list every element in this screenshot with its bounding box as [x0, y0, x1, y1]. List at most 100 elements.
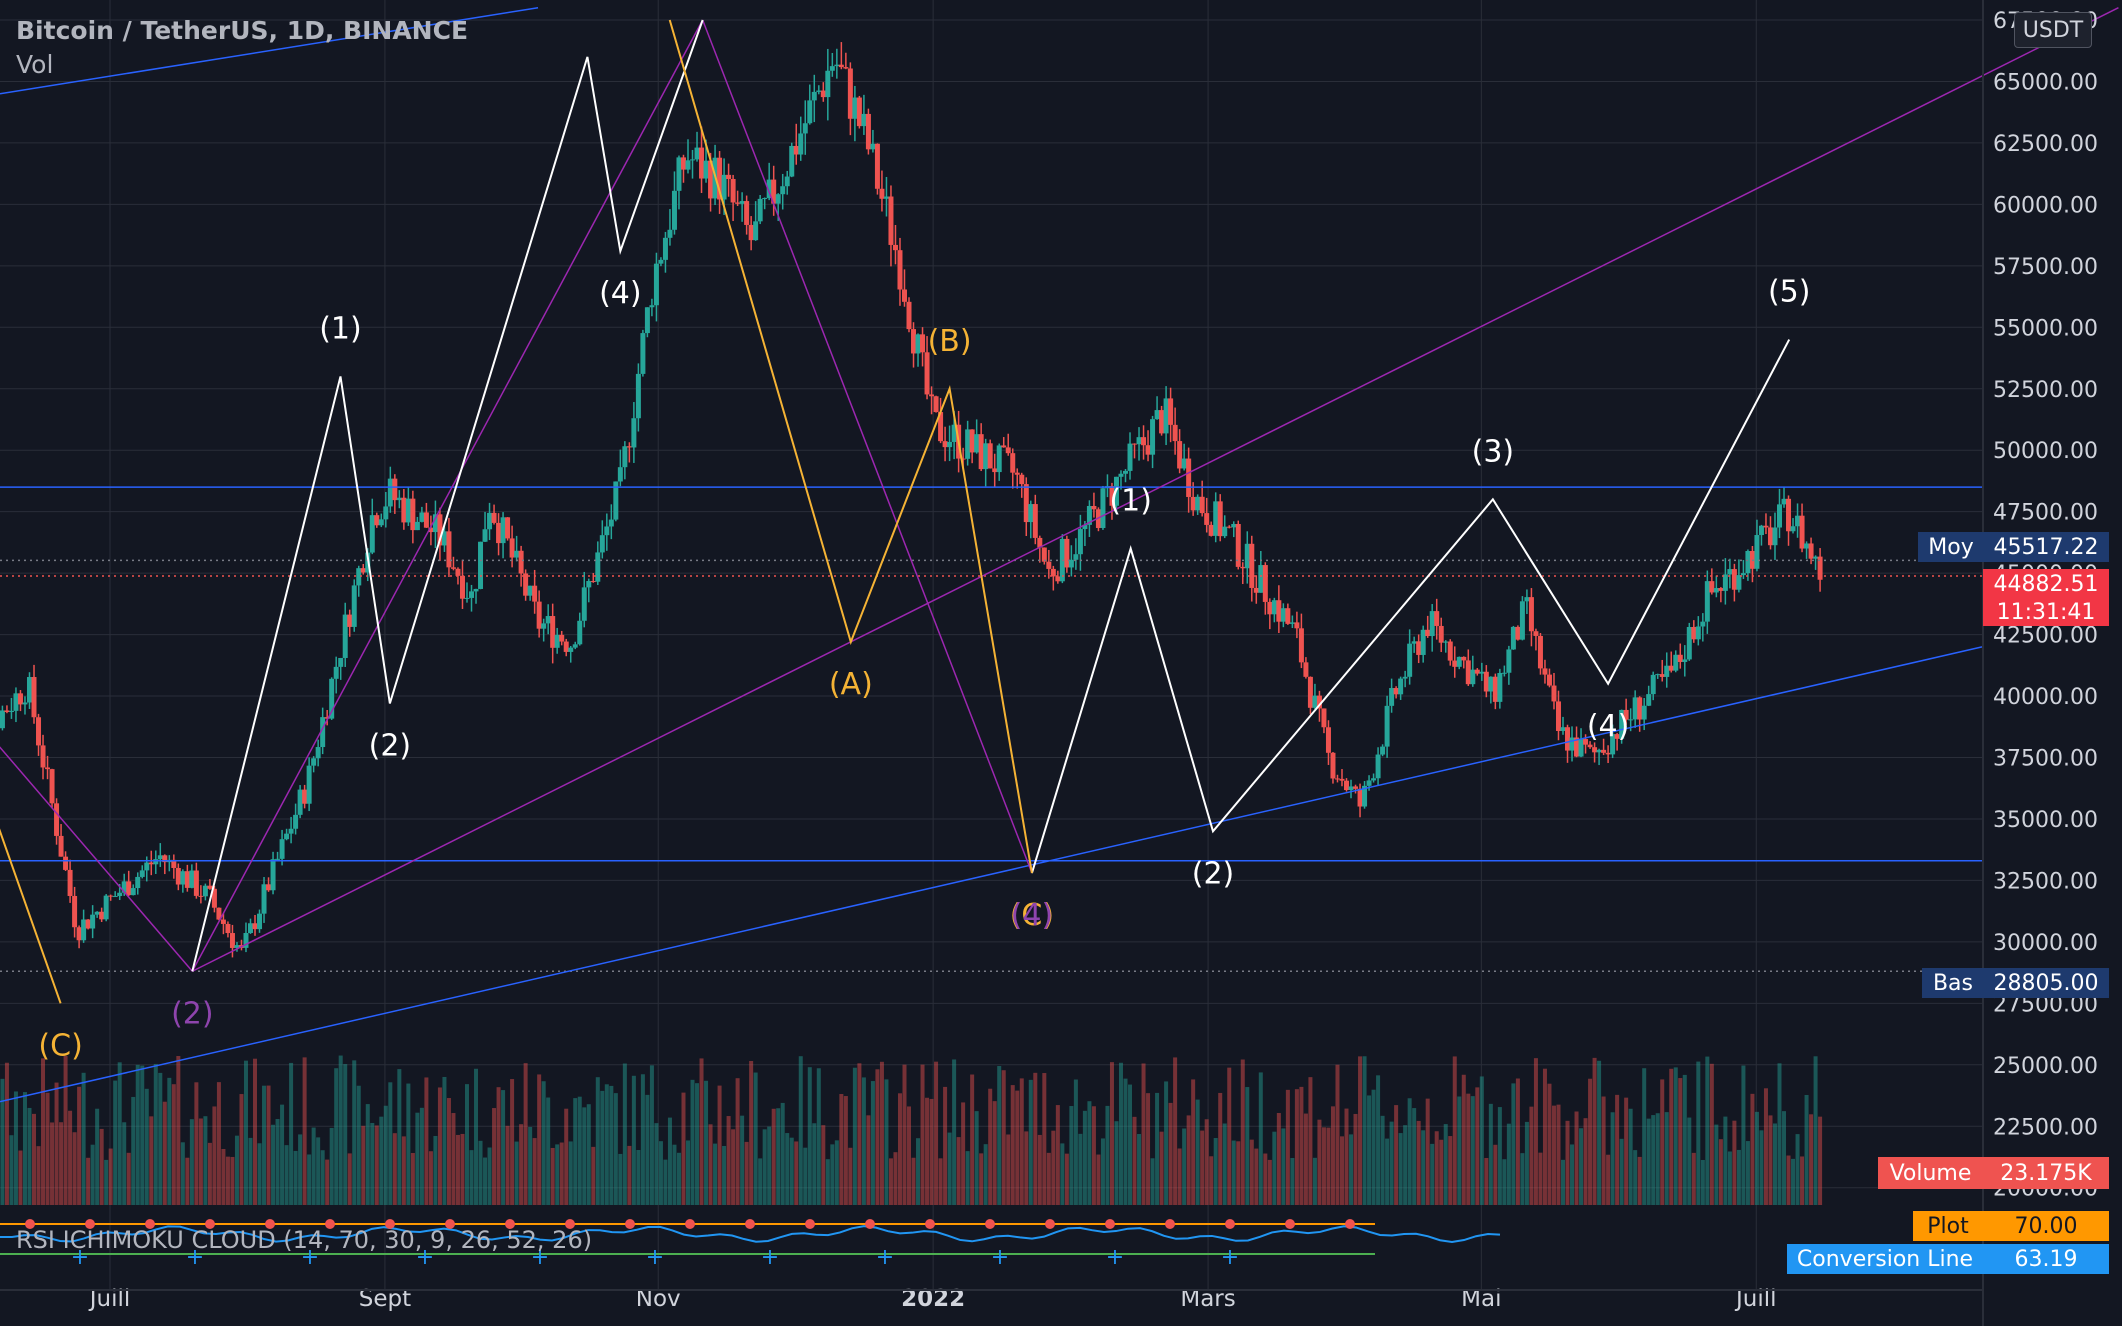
volume-bar: [1236, 1141, 1241, 1205]
volume-bar: [194, 1082, 199, 1205]
candle-body: [554, 634, 560, 648]
volume-bar: [1633, 1150, 1638, 1205]
volume-bar: [1691, 1152, 1696, 1205]
purple-wave-label: (4): [1011, 898, 1054, 933]
volume-bar: [1723, 1116, 1728, 1205]
candle-body: [225, 923, 231, 934]
volume-bar: [1376, 1075, 1381, 1205]
candle-body: [450, 567, 456, 569]
countdown: 11:31:41: [1983, 598, 2109, 626]
candle-body: [653, 263, 659, 306]
candle-body: [26, 677, 32, 703]
volume-bar: [1669, 1068, 1674, 1205]
volume-bar: [171, 1084, 176, 1205]
candle-body: [1542, 668, 1548, 675]
candle-body: [1141, 437, 1147, 446]
volume-bar: [1529, 1106, 1534, 1205]
volume-bar: [925, 1097, 930, 1205]
volume-bar: [1173, 1057, 1178, 1205]
volume-bar: [690, 1079, 695, 1205]
plot-tag-label: Plot: [1913, 1211, 1983, 1241]
volume-bar: [884, 1079, 889, 1205]
volume-bar: [347, 1153, 352, 1205]
volume-bar: [293, 1150, 298, 1205]
volume-bar: [1339, 1136, 1344, 1205]
volume-bar: [451, 1113, 456, 1205]
candle-body: [247, 923, 253, 933]
candle-body: [455, 568, 461, 576]
volume-bar: [753, 1072, 758, 1205]
volume-bar: [1010, 1085, 1015, 1205]
volume-bar: [645, 1094, 650, 1205]
volume-bar: [1128, 1084, 1133, 1205]
candle-body: [410, 498, 416, 531]
volume-bar: [1240, 1059, 1245, 1205]
volume-bar: [956, 1137, 961, 1205]
time-axis: Juill Sept Nov 2022 Mars Mai Juill: [0, 1286, 1983, 1312]
volume-bar: [41, 1058, 46, 1205]
candle-body: [1321, 708, 1327, 728]
volume-bar: [1019, 1078, 1024, 1205]
candle-body: [117, 892, 123, 897]
candle-body: [874, 143, 880, 189]
volume-bar: [1791, 1158, 1796, 1205]
candle-body: [1068, 559, 1074, 568]
candle-body: [604, 526, 610, 536]
candle-body: [735, 202, 741, 204]
candle-body: [1316, 695, 1322, 709]
volume-bar: [983, 1144, 988, 1205]
candle-body: [329, 678, 335, 719]
candle-body: [478, 541, 484, 589]
candle-body: [211, 888, 217, 908]
candle-body: [1501, 672, 1507, 674]
volume-bar: [685, 1140, 690, 1205]
volume-bar: [1425, 1098, 1430, 1205]
y-tick-label: 65000.00: [1993, 70, 2098, 95]
candle-body: [802, 123, 808, 134]
candle-body: [1344, 780, 1350, 791]
volume-bar: [717, 1085, 722, 1205]
candle-body: [378, 519, 384, 526]
candle-body: [1136, 437, 1142, 445]
candle-body: [649, 305, 655, 308]
candle-body: [969, 429, 975, 453]
overbought-dot: [145, 1219, 155, 1229]
currency-button[interactable]: USDT: [2014, 12, 2092, 48]
candle-body: [1046, 561, 1052, 569]
candle-body: [852, 97, 858, 119]
volume-bar: [541, 1081, 546, 1205]
volume-bar: [1218, 1092, 1223, 1205]
volume-bar: [609, 1085, 614, 1205]
candle-body: [1384, 705, 1390, 747]
candle-body: [622, 446, 628, 468]
candle-body: [671, 190, 677, 230]
candle-body: [1560, 727, 1566, 731]
volume-bar: [1664, 1112, 1669, 1205]
candle-body: [1528, 597, 1534, 632]
candle-body: [1303, 662, 1309, 677]
candle-body: [807, 100, 813, 124]
volume-bar: [1186, 1115, 1191, 1205]
candle-body: [374, 515, 380, 526]
candle-body: [189, 870, 195, 888]
candle-body: [324, 717, 330, 719]
candle-body: [1533, 631, 1539, 636]
volume-bar: [649, 1065, 654, 1205]
volume-bar: [907, 1106, 912, 1205]
volume-bar: [1015, 1090, 1020, 1205]
candle-body: [1700, 621, 1706, 627]
candle-body: [667, 229, 673, 238]
volume-bar: [1209, 1156, 1214, 1205]
volume-bar: [1583, 1118, 1588, 1205]
candle-body: [888, 196, 894, 245]
volume-bar: [72, 1132, 77, 1205]
volume-bar: [1258, 1072, 1263, 1205]
overbought-dot: [25, 1219, 35, 1229]
candle-body: [423, 512, 429, 528]
candle-body: [518, 550, 524, 574]
candle-body: [951, 424, 957, 442]
candle-body: [906, 301, 912, 330]
volume-bar: [460, 1133, 465, 1205]
candle-body: [1691, 626, 1697, 640]
